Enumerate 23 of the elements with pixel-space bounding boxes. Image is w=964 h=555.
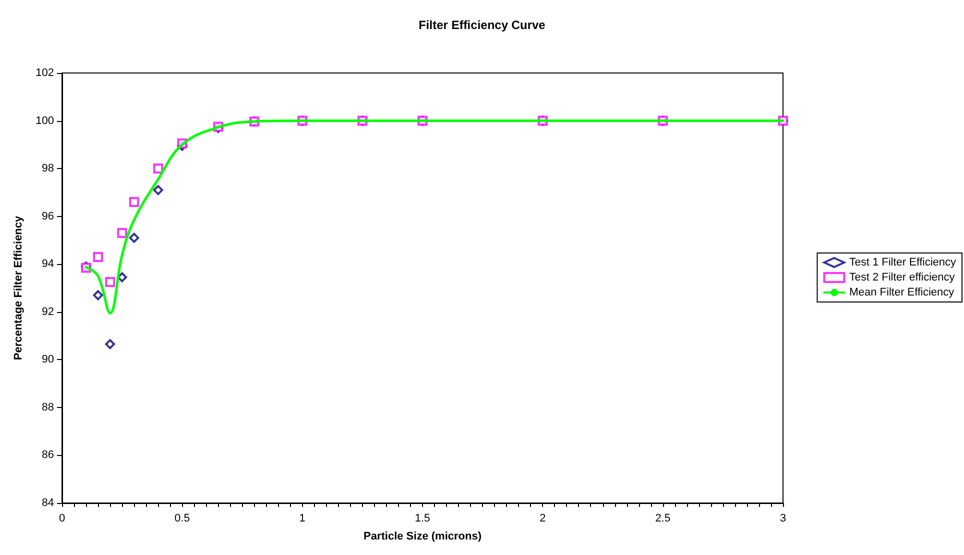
y-tick-label: 102 [36, 67, 54, 79]
x-tick-label: 1 [299, 512, 306, 524]
legend-label: Mean Filter Efficiency [849, 286, 955, 298]
x-axis-title: Particle Size (microns) [364, 530, 482, 542]
y-tick-label: 90 [42, 354, 54, 366]
y-tick-label: 100 [36, 114, 54, 127]
x-tick-label: 2.5 [655, 512, 670, 524]
legend-label: Test 1 Filter Efficiency [849, 256, 956, 268]
x-tick-label: 2 [540, 512, 546, 524]
y-tick-label: 92 [42, 306, 54, 318]
chart-title: Filter Efficiency Curve [418, 18, 546, 32]
y-tick-label: 96 [42, 210, 54, 222]
legend-label: Test 2 Filter efficiency [849, 272, 956, 284]
x-tick-label: 3 [780, 512, 786, 524]
y-tick-label: 86 [42, 449, 54, 462]
y-tick-label: 88 [42, 401, 54, 414]
x-tick-label: 0.5 [174, 512, 190, 524]
y-tick-label: 94 [42, 258, 54, 270]
x-tick-label: 1.5 [414, 512, 430, 524]
y-axis-title: Percentage Filter Efficiency [12, 214, 24, 360]
y-tick-label: 98 [42, 162, 54, 175]
x-tick-label: 0 [58, 512, 66, 524]
y-tick-label: 84 [42, 497, 54, 509]
